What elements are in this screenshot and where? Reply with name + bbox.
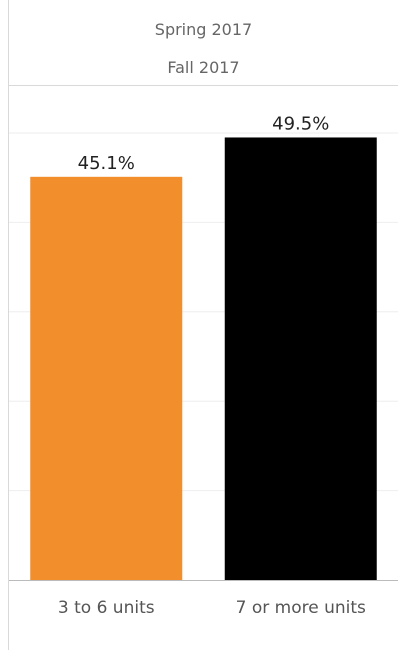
chart-left-border <box>8 0 9 650</box>
data-labels: 45.1% 49.5% <box>78 113 330 173</box>
header-line-2: Fall 2017 <box>167 58 240 77</box>
bar-2[interactable] <box>224 137 377 580</box>
bars <box>30 137 377 580</box>
data-label-2: 49.5% <box>272 113 329 134</box>
header-line-1: Spring 2017 <box>154 20 253 39</box>
category-label-1: 3 to 6 units <box>58 598 155 618</box>
bar-1[interactable] <box>30 176 183 580</box>
x-axis-labels: 3 to 6 units 7 or more units <box>58 598 366 618</box>
category-label-2: 7 or more units <box>236 598 366 618</box>
data-label-1: 45.1% <box>78 153 135 174</box>
header-divider <box>9 85 398 86</box>
chart-header: Spring 2017 Fall 2017 <box>9 0 398 85</box>
